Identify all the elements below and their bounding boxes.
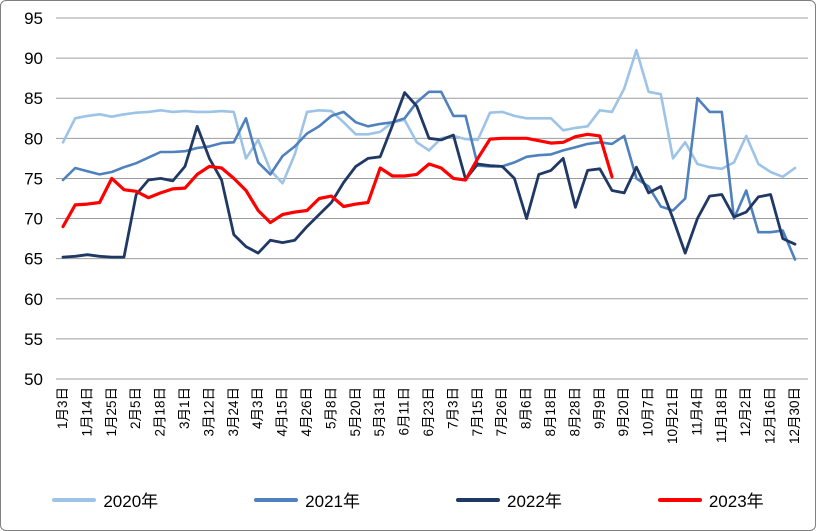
x-axis-tick-label: 1月14日 [79,387,94,437]
y-axis-tick-label: 50 [24,370,43,389]
y-axis-tick-label: 95 [24,9,43,28]
x-axis-tick-label: 7月15日 [470,387,485,437]
x-axis-tick-label: 5月20日 [348,387,363,437]
legend-label: 2023年 [708,492,764,511]
y-axis-tick-label: 75 [24,169,43,188]
series-line-2021年 [61,90,797,261]
y-axis-tick-label: 65 [24,250,43,269]
legend-swatch-2022年 [456,497,500,502]
y-axis-tick-label: 55 [24,330,43,349]
x-axis-tick-label: 10月7日 [641,387,656,437]
x-axis-tick-label: 4月15日 [275,387,290,437]
series-line-2020年 [61,48,797,185]
legend-label: 2022年 [507,492,562,511]
x-axis-tick-label: 7月3日 [445,387,460,429]
x-axis-tick-label: 12月30日 [787,387,802,444]
x-axis-tick-label: 11月4日 [689,387,704,436]
x-axis-tick-label: 2月5日 [128,387,143,429]
x-axis-tick-label: 8月28日 [567,387,582,437]
legend-label: 2021年 [305,492,360,511]
x-axis-tick-label: 6月23日 [421,387,436,437]
x-axis-tick-label: 1月25日 [104,387,119,437]
legend-item-2023年: 2023年 [657,487,764,512]
series-line-2023年 [61,132,614,229]
y-axis-tick-label: 60 [24,290,43,309]
x-axis-tick-label: 5月8日 [323,387,338,429]
x-axis-tick-label: 12月16日 [763,387,778,444]
x-axis-tick-label: 3月12日 [201,387,216,437]
x-axis-tick-label: 2月18日 [153,387,168,437]
x-axis-tick-label: 9月9日 [592,387,607,429]
x-axis-tick-label: 10月21日 [665,387,680,444]
y-axis-tick-label: 85 [24,89,43,108]
x-axis-tick-label: 11月18日 [714,387,729,443]
x-axis-tick-label: 8月18日 [543,387,558,437]
x-axis-tick-label: 1月3日 [55,387,70,429]
legend-item-2021年: 2021年 [254,487,360,512]
x-axis-tick-label: 7月26日 [494,387,509,437]
y-axis-tick-label: 90 [24,49,43,68]
x-axis-tick-label: 4月26日 [299,387,314,437]
legend-item-2022年: 2022年 [456,487,562,512]
legend-swatch-2023年 [657,497,702,502]
y-axis-tick-label: 70 [24,210,43,229]
x-axis-tick-label: 12月2日 [738,387,753,437]
x-axis-tick-label: 8月6日 [519,387,534,429]
x-axis-tick-label: 3月24日 [226,387,241,437]
legend-label: 2020年 [103,492,159,511]
y-axis-tick-label: 80 [24,129,43,148]
chart-legend: 2020年 2021年 2022年 2023年 [1,487,815,512]
series-line-2022年 [61,91,797,259]
legend-swatch-2021年 [254,497,299,502]
x-axis-tick-label: 5月31日 [372,387,387,437]
x-axis-tick-label: 4月3日 [250,387,265,429]
x-axis-tick-label: 6月11日 [397,387,412,436]
legend-item-2020年: 2020年 [52,487,158,512]
legend-swatch-2020年 [52,497,97,502]
x-axis-tick-label: 9月20日 [616,387,631,437]
x-axis-tick-label: 3月1日 [177,387,192,429]
